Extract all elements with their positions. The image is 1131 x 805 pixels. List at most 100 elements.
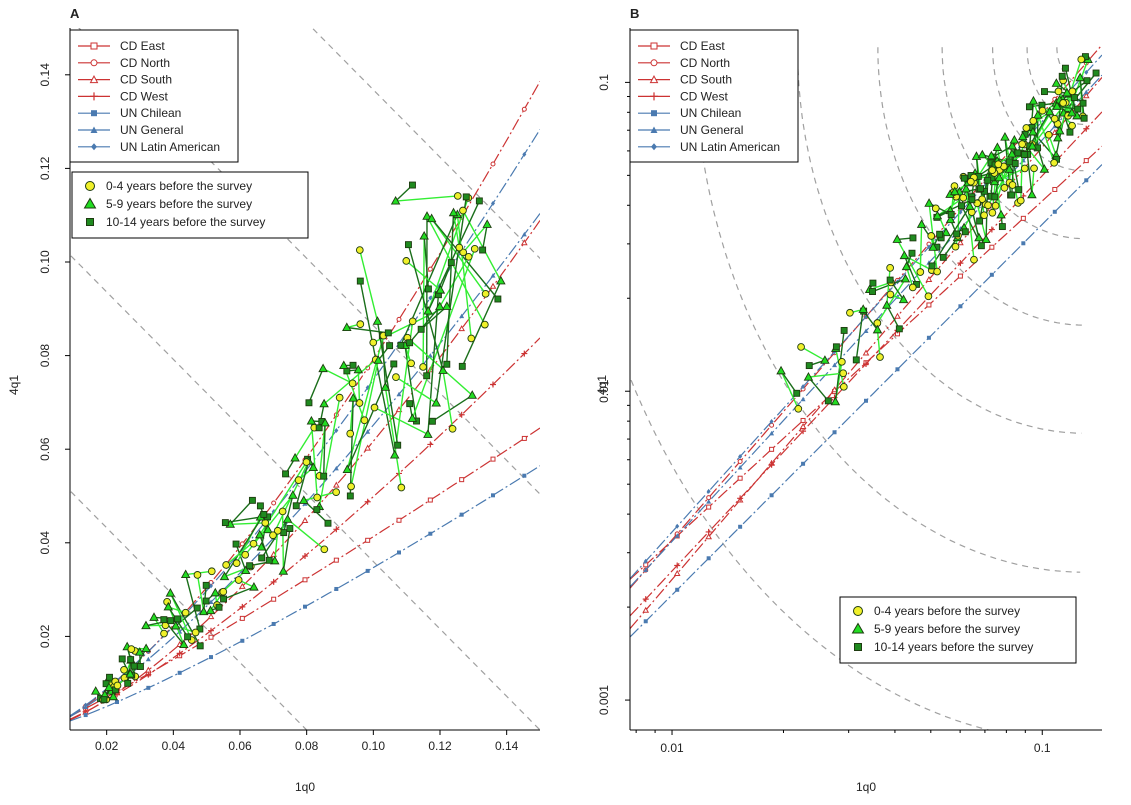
panel-b-cd-east-marker: [801, 418, 805, 422]
panel-a-cd-east-marker: [334, 558, 338, 562]
panel-a-point-10-14: [137, 664, 143, 670]
panel-b-point-10-14: [1075, 106, 1081, 112]
panel-a-point-0-4: [348, 483, 355, 490]
panel-b-model-legend-marker: [651, 43, 657, 49]
panel-b-point-0-4: [1023, 125, 1030, 132]
panel-a-point-10-14: [161, 617, 167, 623]
panel-a-period-legend-marker: [87, 219, 94, 226]
panel-a-point-0-4: [349, 380, 356, 387]
panel-a-point-10-14: [266, 557, 272, 563]
panel-b-point-10-14: [909, 250, 915, 256]
panel-b-point-10-14: [978, 243, 984, 249]
panel-b-model-legend-label: CD West: [680, 89, 728, 103]
panel-a-cd-east-marker: [460, 478, 464, 482]
panel-b-y-tick-label: 0.1: [597, 74, 611, 91]
panel-a-cd-east-marker: [522, 436, 526, 440]
panel-a-point-10-14: [357, 278, 363, 284]
panel-b-point-0-4: [877, 354, 884, 361]
panel-a-un-chilean-marker: [146, 686, 150, 690]
panel-a-link-recent: [283, 511, 284, 571]
panel-a-x-tick-label: 0.04: [162, 739, 186, 753]
panel-b-point-10-14: [962, 229, 968, 235]
panel-a-un-chilean-marker: [460, 513, 464, 517]
panel-a-point-0-4: [161, 630, 168, 637]
panel-a-y-title: 4q1: [7, 375, 21, 395]
panel-a-point-10-14: [261, 511, 267, 517]
panel-b-point-10-14: [929, 263, 935, 269]
panel-b-point-10-14: [1009, 192, 1015, 198]
panel-b-un-chilean-marker: [1053, 210, 1057, 214]
panel-a-point-10-14: [233, 541, 239, 547]
panel-a-point-10-14: [257, 503, 263, 509]
panel-b-y-tick-label: 0.001: [597, 685, 611, 715]
panel-a-point-10-14: [131, 663, 137, 669]
panel-a-un-chilean-marker: [303, 605, 307, 609]
panel-b-point-10-14: [870, 289, 876, 295]
panel-b-point-0-4: [992, 202, 999, 209]
panel-b-cd-east-marker: [958, 274, 962, 278]
panel-b-point-10-14: [977, 218, 983, 224]
panel-b-model-legend-label: UN Latin American: [680, 140, 780, 154]
panel-a-point-10-14: [321, 473, 327, 479]
panel-a-point-0-4: [481, 321, 488, 328]
panel-a-point-0-4: [449, 425, 456, 432]
panel-a-point-10-14: [459, 363, 465, 369]
panel-b-point-0-4: [1017, 197, 1024, 204]
panel-b-un-chilean-marker: [801, 462, 805, 466]
panel-b-point-0-4: [960, 194, 967, 201]
panel-b-point-10-14: [959, 203, 965, 209]
panel-a-point-10-14: [463, 194, 469, 200]
panel-a-point-0-4: [370, 339, 377, 346]
panel-b-point-0-4: [1031, 165, 1038, 172]
panel-b-point-0-4: [995, 161, 1002, 168]
panel-b-period-legend-marker: [855, 644, 862, 651]
panel-a-point-0-4: [128, 646, 135, 653]
panel-a-point-10-14: [425, 286, 431, 292]
panel-b-cd-north-marker: [707, 496, 711, 500]
panel-b-un-chilean-marker: [675, 588, 679, 592]
panel-b-y-title: 4q1: [595, 375, 609, 395]
panel-a-y-tick-label: 0.10: [38, 250, 52, 274]
panel-a-point-0-4: [482, 290, 489, 297]
panel-b-point-10-14: [1081, 115, 1087, 121]
panel-b-point-0-4: [1019, 141, 1026, 148]
panel-a-period-legend-marker: [86, 182, 95, 191]
panel-a-un-chilean-marker: [397, 550, 401, 554]
panel-a-point-10-14: [203, 582, 209, 588]
panel-a-x-title: 1q0: [295, 780, 315, 794]
panel-b-un-chilean-marker: [833, 430, 837, 434]
panel-b-un-chilean-marker: [864, 399, 868, 403]
panel-b-point-0-4: [1078, 56, 1085, 63]
panel-a-point-10-14: [480, 247, 486, 253]
panel-b-point-10-14: [853, 357, 859, 363]
panel-a-model-legend-label: UN General: [120, 123, 183, 137]
panel-a-cd-east-marker: [428, 498, 432, 502]
panel-b-point-10-14: [833, 344, 839, 350]
panel-b-point-0-4: [1009, 182, 1016, 189]
panel-a-cd-north-marker: [397, 317, 401, 321]
panel-b-period-legend-label: 0-4 years before the survey: [874, 604, 1020, 618]
panel-a-point-0-4: [321, 546, 328, 553]
panel-b-point-0-4: [952, 243, 959, 250]
panel-b-model-legend-marker: [651, 110, 657, 116]
panel-a-point-0-4: [403, 258, 410, 265]
panel-a-point-10-14: [216, 604, 222, 610]
panel-b-point-0-4: [934, 268, 941, 275]
panel-b-point-10-14: [806, 363, 812, 369]
panel-b-point-10-14: [887, 277, 893, 283]
panel-a-point-10-14: [429, 418, 435, 424]
panel-a-un-chilean-marker: [209, 655, 213, 659]
panel-a-point-10-14: [125, 680, 131, 686]
panel-a-point-10-14: [387, 343, 393, 349]
panel-a-point-0-4: [460, 207, 467, 214]
panel-b-point-10-14: [794, 390, 800, 396]
panel-a-cd-north-marker: [522, 107, 526, 111]
panel-b-point-0-4: [1039, 107, 1046, 114]
panel-a-point-0-4: [114, 682, 121, 689]
panel-a-x-tick-label: 0.10: [362, 739, 386, 753]
panel-b-model-legend-marker: [651, 60, 657, 66]
panel-b-point-0-4: [887, 291, 894, 298]
panel-a-un-chilean-marker: [522, 474, 526, 478]
